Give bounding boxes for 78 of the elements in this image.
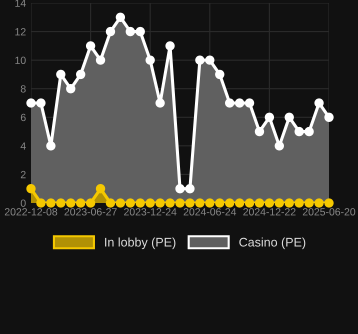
point: [165, 198, 175, 208]
point: [195, 55, 205, 65]
point: [274, 141, 284, 151]
point: [294, 198, 304, 208]
point: [96, 55, 106, 65]
point: [76, 198, 86, 208]
point: [165, 41, 175, 51]
point: [46, 141, 56, 151]
x-tick-label: 2023-06-27: [64, 208, 117, 216]
point: [116, 198, 126, 208]
point: [195, 198, 205, 208]
x-tick-label: 2024-12-22: [243, 208, 296, 216]
point: [304, 198, 314, 208]
point: [155, 198, 165, 208]
point: [225, 98, 234, 108]
y-tick-label: 12: [15, 28, 26, 36]
point: [56, 70, 66, 80]
point: [96, 184, 106, 194]
point: [36, 98, 46, 108]
point: [314, 198, 324, 208]
point: [225, 198, 234, 208]
point: [155, 98, 165, 108]
point: [234, 98, 244, 108]
point: [205, 198, 214, 208]
point: [254, 198, 264, 208]
y-tick-label: 6: [20, 114, 26, 122]
point: [126, 26, 135, 36]
point: [185, 198, 195, 208]
point: [244, 198, 254, 208]
point: [136, 198, 145, 208]
point: [175, 184, 185, 194]
legend-label: Casino (PE): [239, 237, 306, 250]
point: [324, 112, 334, 122]
point: [185, 184, 195, 194]
point: [66, 84, 76, 94]
point: [284, 198, 294, 208]
point: [26, 98, 36, 108]
y-tick-label: 8: [20, 85, 26, 93]
point: [36, 198, 46, 208]
point: [106, 26, 116, 36]
point: [136, 26, 145, 36]
point: [254, 126, 264, 136]
point: [86, 41, 96, 51]
point: [294, 126, 304, 136]
point: [244, 98, 254, 108]
x-tick-label: 2024-06-24: [184, 208, 236, 216]
point: [146, 55, 155, 65]
point: [26, 184, 36, 194]
point: [66, 198, 76, 208]
x-tick-label: 2025-06-20: [302, 208, 356, 216]
point: [175, 198, 185, 208]
point: [106, 198, 116, 208]
x-tick-label: 2022-12-08: [4, 208, 58, 216]
point: [116, 12, 126, 22]
point: [86, 198, 96, 208]
point: [274, 198, 284, 208]
y-tick-label: 14: [15, 0, 26, 7]
point: [264, 112, 274, 122]
point: [205, 55, 214, 65]
point: [284, 112, 294, 122]
x-tick-label: 2023-12-24: [124, 208, 177, 216]
point: [324, 198, 334, 208]
y-tick-label: 0: [20, 200, 26, 207]
point: [46, 198, 56, 208]
y-tick-label: 2: [20, 170, 26, 178]
y-tick-label: 10: [15, 56, 26, 64]
point: [146, 198, 155, 208]
point: [304, 126, 314, 136]
point: [314, 98, 324, 108]
point: [56, 198, 66, 208]
point: [264, 198, 274, 208]
point: [215, 198, 224, 208]
y-tick-label: 4: [20, 142, 26, 150]
point: [126, 198, 135, 208]
point: [234, 198, 244, 208]
point: [76, 70, 86, 80]
point: [215, 70, 224, 80]
legend-label: In lobby (PE): [105, 237, 176, 250]
